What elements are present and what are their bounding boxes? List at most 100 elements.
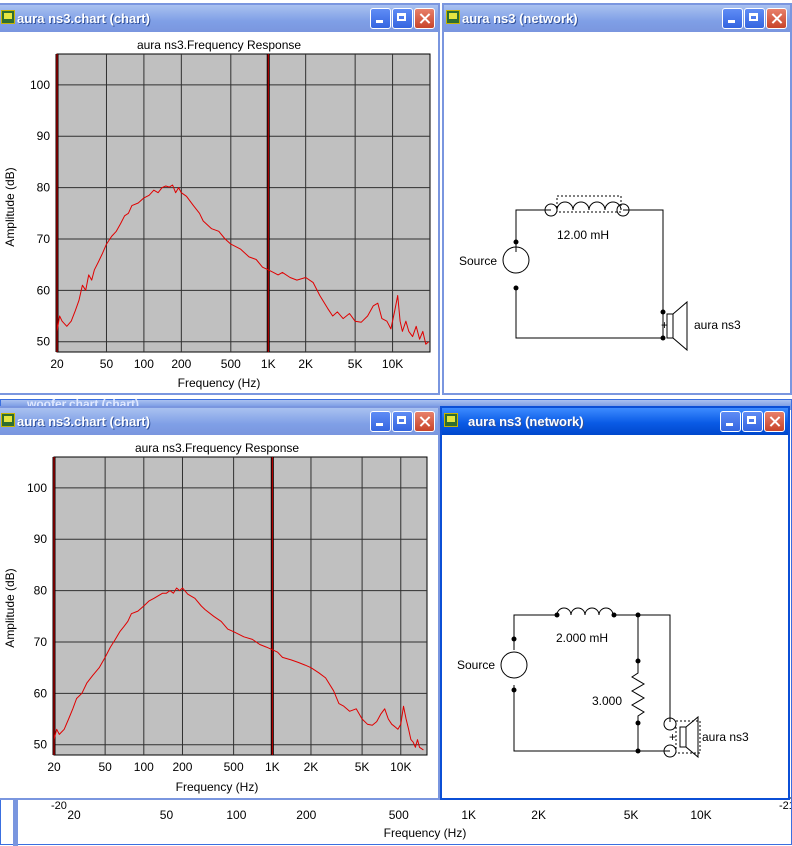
inductor-label: 12.00 mH bbox=[557, 228, 609, 242]
close-icon bbox=[415, 9, 434, 28]
minimize-button[interactable] bbox=[370, 8, 391, 29]
x-tick-label: 5K bbox=[348, 357, 363, 371]
driver-label: aura ns3 bbox=[694, 318, 741, 332]
x-tick-label: 200 bbox=[172, 760, 192, 774]
close-icon bbox=[415, 412, 434, 431]
chart-title: aura ns3.Frequency Response bbox=[135, 441, 299, 455]
chart-window-top[interactable]: aura ns3.chart (chart) aura ns3.Frequenc… bbox=[0, 3, 440, 395]
minimize-button[interactable] bbox=[720, 411, 741, 432]
frequency-response-chart-bottom[interactable]: aura ns3.Frequency Response Amplitude (d… bbox=[0, 435, 438, 798]
x-tick-label: 500 bbox=[224, 760, 244, 774]
x-tick-label: 500 bbox=[221, 357, 241, 371]
chart-xlabel: Frequency (Hz) bbox=[176, 780, 259, 794]
chart-client-bottom: aura ns3.Frequency Response Amplitude (d… bbox=[0, 435, 438, 798]
plus-symbol: + bbox=[669, 730, 676, 744]
x-tick-label: 10K bbox=[390, 760, 411, 774]
maximize-icon bbox=[745, 9, 764, 28]
close-icon bbox=[767, 9, 786, 28]
maximize-button[interactable] bbox=[744, 8, 765, 29]
circuit-diagram-bottom: Source 2.000 mH 3.000 + aura ns3 bbox=[457, 607, 749, 759]
frequency-response-chart-top[interactable]: aura ns3.Frequency Response Amplitude (d… bbox=[0, 32, 438, 393]
minimize-icon bbox=[371, 412, 390, 431]
inductor-terminal bbox=[616, 203, 630, 217]
wire bbox=[515, 209, 551, 242]
network-canvas-bottom[interactable]: Source 2.000 mH 3.000 + aura ns3 bbox=[442, 435, 788, 798]
driver-label: aura ns3 bbox=[702, 730, 749, 744]
node bbox=[513, 285, 519, 291]
background-axis-xlabel: Frequency (Hz) bbox=[384, 826, 467, 840]
y-tick-label: 90 bbox=[34, 532, 48, 546]
y-tick-label: 70 bbox=[34, 635, 48, 649]
x-tick-label: 5K bbox=[355, 760, 370, 774]
background-axis-right-label: -21 bbox=[779, 800, 791, 812]
y-tick-label: 60 bbox=[37, 283, 51, 297]
x-tick-label: 10K bbox=[382, 357, 403, 371]
close-button[interactable] bbox=[766, 8, 787, 29]
y-tick-label: 90 bbox=[37, 129, 51, 143]
node bbox=[513, 239, 519, 245]
background-axis-ticks: 20 50 100 200 500 1K 2K 5K 10K bbox=[67, 808, 711, 822]
x-tick-label: 2K bbox=[304, 760, 319, 774]
y-tick-label: 60 bbox=[34, 686, 48, 700]
chart-window-top-titlebar[interactable]: aura ns3.chart (chart) bbox=[0, 5, 438, 32]
y-tick-label: 80 bbox=[37, 181, 51, 195]
wire bbox=[513, 685, 638, 752]
series-line bbox=[53, 587, 424, 751]
network-window-top[interactable]: aura ns3 (network) bbox=[442, 3, 792, 395]
y-tick-label: 80 bbox=[34, 584, 48, 598]
wire bbox=[614, 614, 671, 722]
x-tick-label: 100 bbox=[134, 357, 154, 371]
maximize-button[interactable] bbox=[392, 411, 413, 432]
speaker-cone bbox=[685, 715, 699, 759]
y-tick-label: 100 bbox=[27, 481, 47, 495]
x-tick-label: 50 bbox=[98, 760, 112, 774]
circuit-diagram-top: Source 12.00 mH + aura ns3 bbox=[459, 195, 741, 352]
network-window-bottom[interactable]: aura ns3 (network) bbox=[440, 406, 790, 800]
network-canvas-top[interactable]: Source 12.00 mH + aura ns3 bbox=[444, 32, 790, 393]
y-tick-label: 70 bbox=[37, 232, 51, 246]
close-button[interactable] bbox=[764, 411, 785, 432]
minimize-icon bbox=[371, 9, 390, 28]
close-button[interactable] bbox=[414, 411, 435, 432]
maximize-button[interactable] bbox=[742, 411, 763, 432]
wire bbox=[515, 288, 664, 339]
app-icon bbox=[1, 413, 15, 427]
chart-client-top: aura ns3.Frequency Response Amplitude (d… bbox=[0, 32, 438, 393]
node bbox=[611, 612, 617, 618]
resistor-icon bbox=[631, 661, 645, 723]
minimize-icon bbox=[721, 412, 740, 431]
background-tick-label: 100 bbox=[226, 808, 246, 822]
wire bbox=[623, 209, 664, 312]
app-icon bbox=[446, 10, 460, 24]
maximize-button[interactable] bbox=[392, 8, 413, 29]
chart-window-bottom-titlebar[interactable]: aura ns3.chart (chart) bbox=[0, 408, 438, 435]
minimize-button[interactable] bbox=[722, 8, 743, 29]
minimize-button[interactable] bbox=[370, 411, 391, 432]
x-tick-label: 1K bbox=[261, 357, 276, 371]
window-title: aura ns3 (network) bbox=[462, 11, 578, 26]
speaker-icon bbox=[679, 726, 687, 748]
y-tick-label: 50 bbox=[34, 738, 48, 752]
app-icon bbox=[1, 10, 15, 24]
x-tick-label: 20 bbox=[50, 357, 64, 371]
node bbox=[635, 720, 641, 726]
node bbox=[635, 748, 641, 754]
background-tick-label: 2K bbox=[531, 808, 546, 822]
node bbox=[511, 636, 517, 642]
network-window-top-titlebar[interactable]: aura ns3 (network) bbox=[444, 5, 790, 32]
chart-xlabel: Frequency (Hz) bbox=[178, 376, 261, 390]
plot-area bbox=[53, 456, 428, 756]
source-icon bbox=[500, 651, 528, 679]
close-button[interactable] bbox=[414, 8, 435, 29]
node bbox=[635, 612, 641, 618]
maximize-icon bbox=[393, 9, 412, 28]
chart-window-bottom[interactable]: aura ns3.chart (chart) aura ns3.Frequenc… bbox=[0, 406, 440, 800]
background-tick-label: 20 bbox=[67, 808, 81, 822]
x-tick-label: 200 bbox=[171, 357, 191, 371]
inductor-label: 2.000 mH bbox=[556, 631, 608, 645]
plus-symbol: + bbox=[661, 318, 668, 332]
network-window-bottom-titlebar[interactable]: aura ns3 (network) bbox=[442, 408, 788, 435]
background-tick-label: 10K bbox=[690, 808, 711, 822]
window-title: aura ns3 (network) bbox=[468, 414, 584, 429]
plot-area bbox=[56, 53, 431, 353]
